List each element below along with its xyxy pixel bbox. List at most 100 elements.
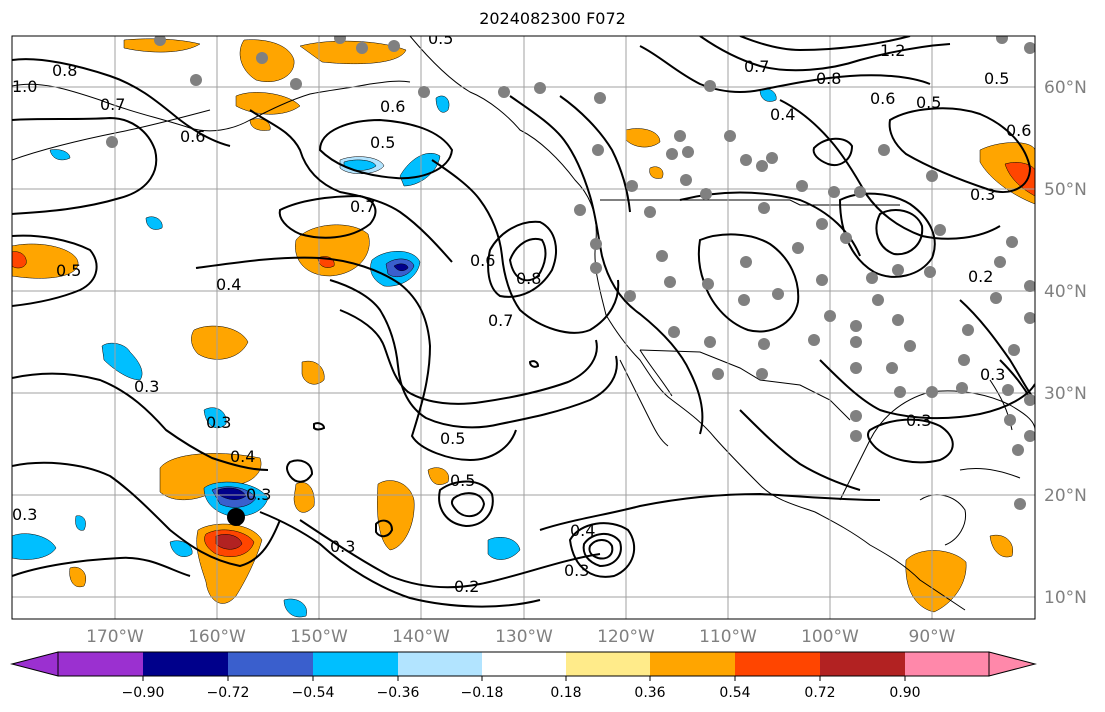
shade-darkred	[215, 534, 243, 550]
colorbar-tick-label: 0.36	[634, 685, 665, 701]
contour-labels: 0.5 0.8 1.0 0.7 0.6 0.6 0.5 0.7 0.5 0.4 …	[12, 29, 1031, 596]
shade-orange	[69, 566, 86, 588]
contour-label: 0.7	[488, 311, 513, 330]
lat-label: 50°N	[1044, 180, 1087, 200]
colorbar-segment	[566, 652, 650, 676]
contour-label: 0.8	[816, 69, 841, 88]
contour-label: 0.3	[906, 411, 931, 430]
contour-label: 0.3	[564, 561, 589, 580]
cuba-coast	[959, 467, 1021, 479]
colorbar-tick-label: −0.36	[377, 685, 420, 701]
colorbar-segment	[905, 652, 989, 676]
shading-layer	[12, 38, 1035, 618]
lat-label: 20°N	[1044, 486, 1087, 506]
shade-orange	[377, 480, 415, 551]
contour-label: 1.0	[12, 77, 37, 96]
shade-navy	[393, 263, 409, 271]
aleutian-chain	[12, 109, 211, 161]
contour-label: 0.3	[134, 377, 159, 396]
contour-label: 0.3	[12, 505, 37, 524]
shade-navy	[217, 487, 247, 500]
map-frame	[11, 35, 1036, 620]
lat-label: 10°N	[1044, 588, 1087, 608]
longitude-axis: 170°W 160°W 150°W 140°W 130°W 120°W 110°…	[86, 627, 956, 647]
storm-center-marker	[227, 508, 245, 526]
contour-label: 0.4	[770, 105, 795, 124]
colorbar-frame	[57, 651, 990, 677]
contour-label: 0.5	[370, 133, 395, 152]
lon-label: 150°W	[290, 627, 348, 647]
alaska-coastline	[12, 80, 411, 132]
contour-label: 0.6	[1006, 121, 1031, 140]
colorbar-segment	[650, 652, 735, 676]
contour-layer	[12, 36, 1035, 608]
map-title: 2024082300 F072	[479, 9, 626, 28]
lon-label: 120°W	[597, 627, 655, 647]
shade-cyan	[145, 216, 163, 230]
colorbar-tick-label: 0.72	[804, 685, 835, 701]
contour-label: 0.6	[870, 89, 895, 108]
shade-orange	[427, 467, 449, 485]
colorbar-tick-label: 0.90	[889, 685, 920, 701]
colorbar-segment	[735, 652, 820, 676]
contour-label: 0.5	[984, 69, 1009, 88]
shade-orange	[191, 325, 249, 360]
contour-label: 0.5	[440, 429, 465, 448]
contour-label: 0.7	[744, 57, 769, 76]
contour-label: 0.7	[100, 95, 125, 114]
baja-california	[619, 359, 669, 447]
shade-cyan	[487, 537, 521, 560]
contour-label: 0.4	[570, 521, 595, 540]
contour-label: 0.6	[470, 251, 495, 270]
shade-orange	[299, 40, 407, 65]
colorbar-tick-label: −0.18	[461, 685, 504, 701]
lon-label: 90°W	[909, 627, 956, 647]
colorbar-tick-label: 0.54	[719, 685, 750, 701]
contour-label: 0.6	[180, 127, 205, 146]
contour-label: 0.8	[516, 269, 541, 288]
shade-orange	[293, 482, 315, 513]
shade-orange	[649, 166, 664, 179]
colorbar-tick-label: −0.72	[207, 685, 250, 701]
contour-label: 0.5	[450, 471, 475, 490]
station-markers	[106, 36, 1035, 510]
contour-label: 0.5	[428, 29, 453, 48]
shade-red	[12, 251, 27, 269]
lon-label: 160°W	[188, 627, 246, 647]
contour-label: 0.2	[968, 267, 993, 286]
shade-cyan	[169, 540, 193, 557]
contour-label: 0.3	[330, 537, 355, 556]
contour-label: 1.2	[880, 41, 905, 60]
contour-label: 0.5	[916, 93, 941, 112]
lon-label: 100°W	[801, 627, 859, 647]
gulf-of-california	[639, 349, 673, 397]
contour-label: 0.7	[350, 197, 375, 216]
contour-label: 0.4	[230, 447, 255, 466]
lat-label: 40°N	[1044, 282, 1087, 302]
contour-label: 0.5	[56, 261, 81, 280]
shade-cyan	[75, 515, 86, 531]
shade-cyan	[203, 407, 227, 429]
colorbar-segment	[143, 652, 228, 676]
colorbar-min-extension	[10, 651, 59, 677]
lat-label: 60°N	[1044, 78, 1087, 98]
contour-label: 0.3	[246, 485, 271, 504]
shade-cyan	[101, 342, 143, 381]
latitude-axis: 60°N 50°N 40°N 30°N 20°N 10°N	[1044, 78, 1087, 608]
colorbar-segment	[228, 652, 313, 676]
contour-label: 0.2	[454, 577, 479, 596]
colorbar-tick-label: 0.18	[550, 685, 581, 701]
lon-label: 110°W	[699, 627, 757, 647]
shade-cyan	[283, 598, 307, 618]
contour-label: 0.3	[980, 365, 1005, 384]
colorbar-tick-label: −0.90	[122, 685, 165, 701]
colorbar: −0.90 −0.72 −0.54 −0.36 −0.18 0.18 0.36 …	[10, 651, 1037, 701]
gridlines	[12, 36, 1035, 619]
contour-label: 0.8	[52, 61, 77, 80]
contour-label: 0.6	[380, 97, 405, 116]
colorbar-segment	[313, 652, 398, 676]
colorbar-max-extension	[988, 651, 1037, 677]
colorbar-segment	[482, 652, 566, 676]
contour-label: 0.3	[206, 413, 231, 432]
lon-label: 140°W	[392, 627, 450, 647]
